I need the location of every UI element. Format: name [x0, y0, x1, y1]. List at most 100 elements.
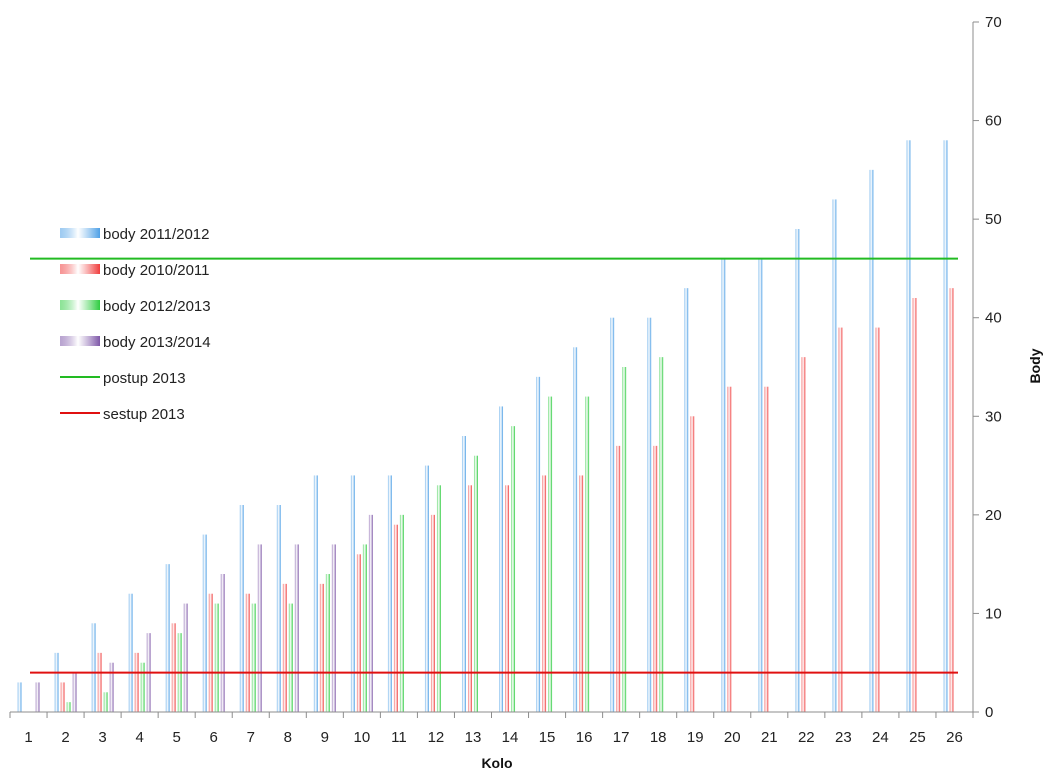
- y-tick-label: 60: [985, 113, 1002, 130]
- x-tick-label: 16: [576, 729, 593, 746]
- bar-s1-kolo-7: [239, 505, 244, 712]
- legend-label: sestup 2013: [103, 406, 185, 423]
- bar-s3-kolo-2: [66, 702, 71, 712]
- x-tick-label: 23: [835, 729, 852, 746]
- legend-swatch: [60, 228, 100, 238]
- bar-s2-kolo-2: [60, 682, 65, 712]
- bar-s1-kolo-24: [869, 169, 874, 713]
- bar-s2-kolo-20: [727, 386, 732, 712]
- y-tick-label: 50: [985, 211, 1002, 228]
- x-tick-label: 4: [135, 729, 143, 746]
- x-tick-label: 26: [946, 729, 963, 746]
- bar-s2-kolo-11: [393, 524, 398, 712]
- bar-s3-kolo-10: [362, 544, 367, 712]
- bar-s1-kolo-22: [795, 229, 800, 712]
- bar-s1-kolo-3: [91, 623, 96, 712]
- y-tick-label: 0: [985, 704, 993, 721]
- x-tick-label: 20: [724, 729, 741, 746]
- x-tick-label: 10: [354, 729, 371, 746]
- bar-s2-kolo-21: [764, 386, 769, 712]
- y-tick-label: 40: [985, 310, 1002, 327]
- x-tick-label: 13: [465, 729, 482, 746]
- bar-s4-kolo-9: [331, 544, 336, 712]
- bar-s1-kolo-13: [461, 436, 466, 712]
- legend-item: postup 2013: [60, 370, 186, 387]
- y-tick-label: 30: [985, 408, 1002, 425]
- bar-s3-kolo-14: [511, 426, 516, 712]
- bar-s4-kolo-10: [368, 514, 373, 712]
- bar-s2-kolo-18: [653, 445, 658, 712]
- bar-s2-kolo-5: [171, 623, 176, 712]
- x-tick-label: 11: [391, 729, 407, 746]
- x-tick-label: 2: [61, 729, 69, 746]
- reference-lines-layer: [30, 257, 958, 674]
- bar-s4-kolo-7: [257, 544, 262, 712]
- bar-s1-kolo-26: [943, 140, 948, 713]
- bar-s2-kolo-25: [912, 298, 917, 712]
- bar-s3-kolo-8: [288, 603, 293, 712]
- bar-s2-kolo-24: [875, 327, 880, 712]
- bar-s2-kolo-12: [430, 514, 435, 712]
- bar-s3-kolo-9: [325, 574, 330, 712]
- bar-s3-kolo-18: [659, 357, 664, 712]
- legend-label: postup 2013: [103, 370, 186, 387]
- bar-s2-kolo-7: [245, 593, 250, 712]
- legend-swatch: [60, 336, 100, 346]
- bar-s2-kolo-19: [690, 416, 695, 712]
- bar-s2-kolo-4: [134, 652, 139, 712]
- x-tick-label: 15: [539, 729, 556, 746]
- legend-label: body 2011/2012: [103, 226, 210, 243]
- bar-s1-kolo-6: [202, 534, 207, 712]
- bar-s1-kolo-19: [684, 288, 689, 712]
- bar-s1-kolo-16: [573, 347, 578, 712]
- bar-s4-kolo-3: [109, 662, 114, 712]
- legend-label: body 2010/2011: [103, 262, 210, 279]
- legend-item: body 2011/2012: [60, 226, 210, 243]
- legend-label: body 2012/2013: [103, 298, 211, 315]
- bar-s1-kolo-25: [906, 140, 911, 713]
- y-tick-label: 20: [985, 507, 1002, 524]
- legend-label: body 2013/2014: [103, 334, 211, 351]
- x-tick-label: 17: [613, 729, 630, 746]
- bar-s1-kolo-1: [17, 682, 22, 712]
- legend-item: sestup 2013: [60, 406, 185, 423]
- bar-s1-kolo-5: [165, 564, 170, 712]
- x-tick-label: 9: [321, 729, 329, 746]
- bar-s2-kolo-10: [356, 554, 361, 712]
- x-tick-label: 7: [247, 729, 255, 746]
- x-tick-label: 25: [909, 729, 926, 746]
- bar-s1-kolo-17: [610, 317, 615, 712]
- bar-s2-kolo-17: [616, 445, 621, 712]
- bar-s1-kolo-11: [387, 475, 392, 712]
- axes-layer: 1 2 3 4 5 6 7 8 9 10 11 12 13 14 15 16 17 18 19 20 21 22 23 24 2…: [9, 14, 1002, 746]
- bar-s1-kolo-8: [276, 505, 281, 712]
- bars-layer: [17, 140, 954, 713]
- bar-s2-kolo-22: [801, 357, 806, 712]
- bar-s3-kolo-4: [140, 662, 145, 712]
- bar-s4-kolo-2: [72, 672, 77, 712]
- x-tick-label: 19: [687, 729, 704, 746]
- bar-s2-kolo-13: [467, 485, 472, 712]
- bar-s2-kolo-16: [579, 475, 584, 712]
- bar-s2-kolo-23: [838, 327, 843, 712]
- x-tick-label: 18: [650, 729, 667, 746]
- bar-s1-kolo-20: [721, 258, 726, 712]
- bar-s2-kolo-9: [319, 583, 324, 712]
- legend-item: body 2010/2011: [60, 262, 210, 279]
- x-tick-label: 24: [872, 729, 889, 746]
- y-axis-title: Body: [1027, 348, 1043, 383]
- bar-s1-kolo-4: [128, 593, 133, 712]
- bar-s1-kolo-10: [350, 475, 355, 712]
- bar-s1-kolo-21: [758, 258, 763, 712]
- bar-s2-kolo-3: [97, 652, 102, 712]
- bar-s3-kolo-15: [548, 396, 553, 712]
- x-axis-title: Kolo: [481, 755, 512, 771]
- x-tick-label: 5: [173, 729, 181, 746]
- bar-s3-kolo-13: [473, 455, 478, 712]
- x-tick-label: 1: [24, 729, 32, 746]
- bar-s4-kolo-8: [294, 544, 299, 712]
- x-tick-label: 21: [761, 729, 778, 746]
- bar-s4-kolo-5: [183, 603, 188, 712]
- bar-s1-kolo-15: [536, 376, 541, 712]
